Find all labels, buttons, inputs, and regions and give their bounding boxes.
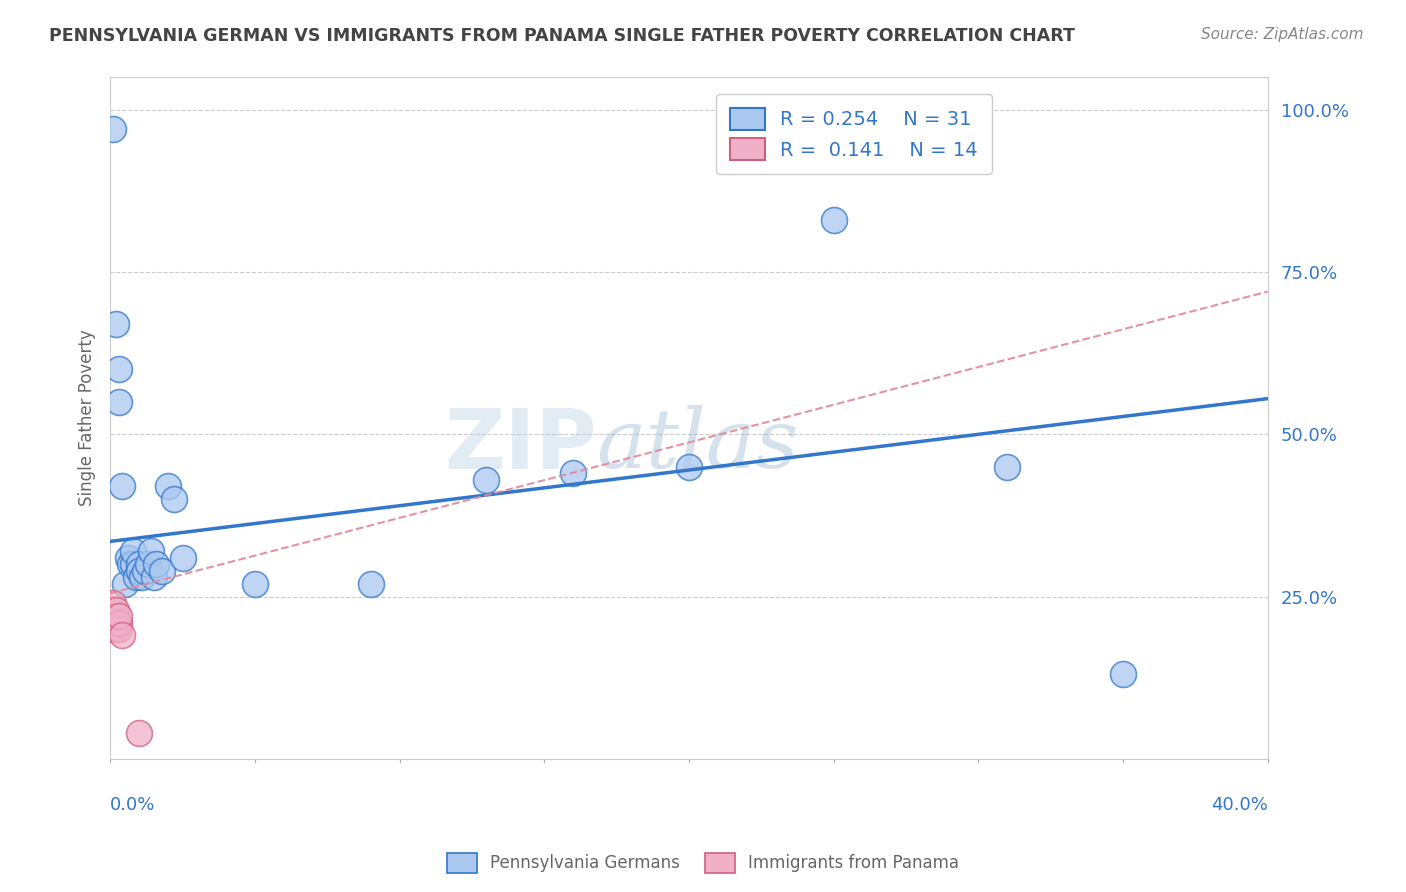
Point	[108, 622, 131, 636]
Point	[163, 492, 186, 507]
Point	[122, 557, 145, 571]
Point	[172, 550, 194, 565]
Point	[128, 726, 150, 740]
Point	[117, 550, 139, 565]
Text: Source: ZipAtlas.com: Source: ZipAtlas.com	[1201, 27, 1364, 42]
Point	[995, 459, 1018, 474]
Point	[139, 544, 162, 558]
Point	[678, 459, 700, 474]
Point	[114, 576, 136, 591]
Point	[134, 564, 156, 578]
Point	[104, 602, 127, 616]
Point	[128, 564, 150, 578]
Point	[142, 570, 165, 584]
Legend: R = 0.254    N = 31, R =  0.141    N = 14: R = 0.254 N = 31, R = 0.141 N = 14	[716, 94, 991, 174]
Point	[562, 467, 585, 481]
Point	[108, 362, 131, 376]
Point	[145, 557, 167, 571]
Text: 0.0%: 0.0%	[110, 797, 156, 814]
Point	[101, 615, 124, 630]
Point	[360, 576, 382, 591]
Point	[125, 570, 148, 584]
Text: PENNSYLVANIA GERMAN VS IMMIGRANTS FROM PANAMA SINGLE FATHER POVERTY CORRELATION : PENNSYLVANIA GERMAN VS IMMIGRANTS FROM P…	[49, 27, 1076, 45]
Point	[120, 557, 142, 571]
Point	[104, 622, 127, 636]
Point	[108, 615, 131, 630]
Point	[101, 622, 124, 636]
Text: 40.0%: 40.0%	[1211, 797, 1268, 814]
Point	[101, 122, 124, 136]
Point	[128, 557, 150, 571]
Point	[104, 609, 127, 624]
Point	[475, 473, 498, 487]
Point	[111, 628, 134, 642]
Text: atlas: atlas	[596, 405, 799, 485]
Point	[111, 479, 134, 493]
Point	[104, 615, 127, 630]
Text: ZIP: ZIP	[444, 405, 596, 486]
Legend: Pennsylvania Germans, Immigrants from Panama: Pennsylvania Germans, Immigrants from Pa…	[440, 847, 966, 880]
Point	[108, 395, 131, 409]
Point	[101, 602, 124, 616]
Point	[823, 213, 845, 227]
Point	[101, 609, 124, 624]
Point	[243, 576, 266, 591]
Point	[101, 596, 124, 610]
Point	[108, 609, 131, 624]
Point	[1112, 667, 1135, 681]
Point	[136, 557, 159, 571]
Point	[150, 564, 173, 578]
Point	[157, 479, 180, 493]
Point	[104, 317, 127, 331]
Y-axis label: Single Father Poverty: Single Father Poverty	[79, 330, 96, 507]
Point	[122, 544, 145, 558]
Point	[131, 570, 153, 584]
